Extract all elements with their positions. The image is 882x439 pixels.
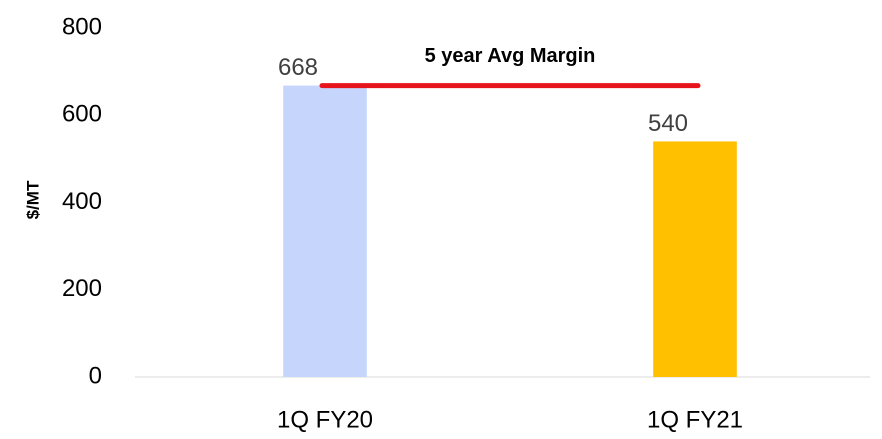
value-label: 668 [278, 54, 318, 81]
bar [283, 85, 367, 378]
y-tick-label: 400 [62, 188, 102, 215]
x-tick-label: 1Q FY21 [647, 406, 743, 433]
y-tick-label: 200 [62, 275, 102, 302]
y-tick-label: 800 [62, 13, 102, 40]
reference-label: 5 year Avg Margin [425, 45, 596, 67]
y-axis-label: $/MT [23, 180, 42, 219]
y-tick-label: 0 [89, 362, 102, 389]
y-tick-label: 600 [62, 101, 102, 128]
x-tick-label: 1Q FY20 [277, 406, 373, 433]
value-label: 540 [648, 110, 688, 137]
bar [653, 141, 737, 377]
